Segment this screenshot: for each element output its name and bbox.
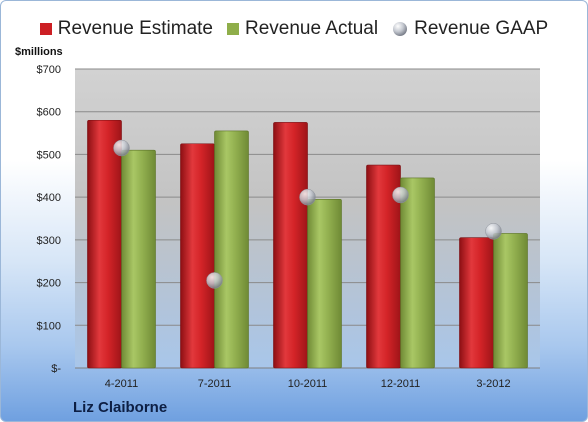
legend-label-estimate: Revenue Estimate	[57, 18, 213, 39]
chart-legend: Revenue Estimate Revenue Actual Revenue …	[1, 15, 587, 43]
x-tick-label: 12-2011	[381, 378, 421, 390]
legend-item-gaap: Revenue GAAP	[392, 18, 548, 40]
legend-item-estimate: Revenue Estimate	[39, 18, 213, 40]
y-tick-label: $-	[51, 363, 61, 375]
bar-revenue-actual	[307, 198, 342, 369]
marker-revenue-gaap	[485, 223, 502, 240]
bar-revenue-estimate	[87, 119, 122, 369]
marker-revenue-gaap	[206, 272, 223, 289]
y-tick-label: $200	[37, 278, 61, 290]
bar-revenue-estimate	[180, 143, 215, 369]
y-tick-label: $700	[37, 64, 61, 76]
x-tick-label: 3-2012	[476, 378, 510, 390]
bar-revenue-estimate	[459, 237, 494, 369]
y-tick-label: $600	[37, 107, 61, 119]
y-tick-label: $300	[37, 235, 61, 247]
y-axis-label: $millions	[15, 46, 63, 58]
legend-label-actual: Revenue Actual	[245, 18, 379, 39]
bar-revenue-actual	[214, 130, 249, 369]
x-tick-label: 4-2011	[105, 378, 138, 390]
bar-revenue-actual	[493, 233, 528, 369]
company-name: Liz Claiborne	[73, 399, 168, 416]
y-tick-label: $100	[37, 320, 61, 332]
y-tick-label: $400	[37, 192, 61, 204]
marker-revenue-gaap	[299, 188, 316, 206]
legend-item-actual: Revenue Actual	[227, 18, 378, 40]
marker-revenue-gaap	[392, 186, 409, 204]
legend-swatch-actual	[227, 23, 239, 35]
bar-revenue-actual	[400, 177, 435, 369]
legend-swatch-estimate	[39, 23, 52, 35]
legend-label-gaap: Revenue GAAP	[414, 18, 549, 39]
legend-marker-gaap	[393, 22, 408, 36]
x-tick-label: 10-2011	[288, 378, 328, 390]
bar-revenue-actual	[121, 149, 156, 369]
y-tick-label: $500	[37, 149, 61, 161]
marker-revenue-gaap	[113, 139, 130, 157]
x-tick-label: 7-2011	[198, 378, 231, 390]
bar-revenue-estimate	[273, 122, 308, 369]
